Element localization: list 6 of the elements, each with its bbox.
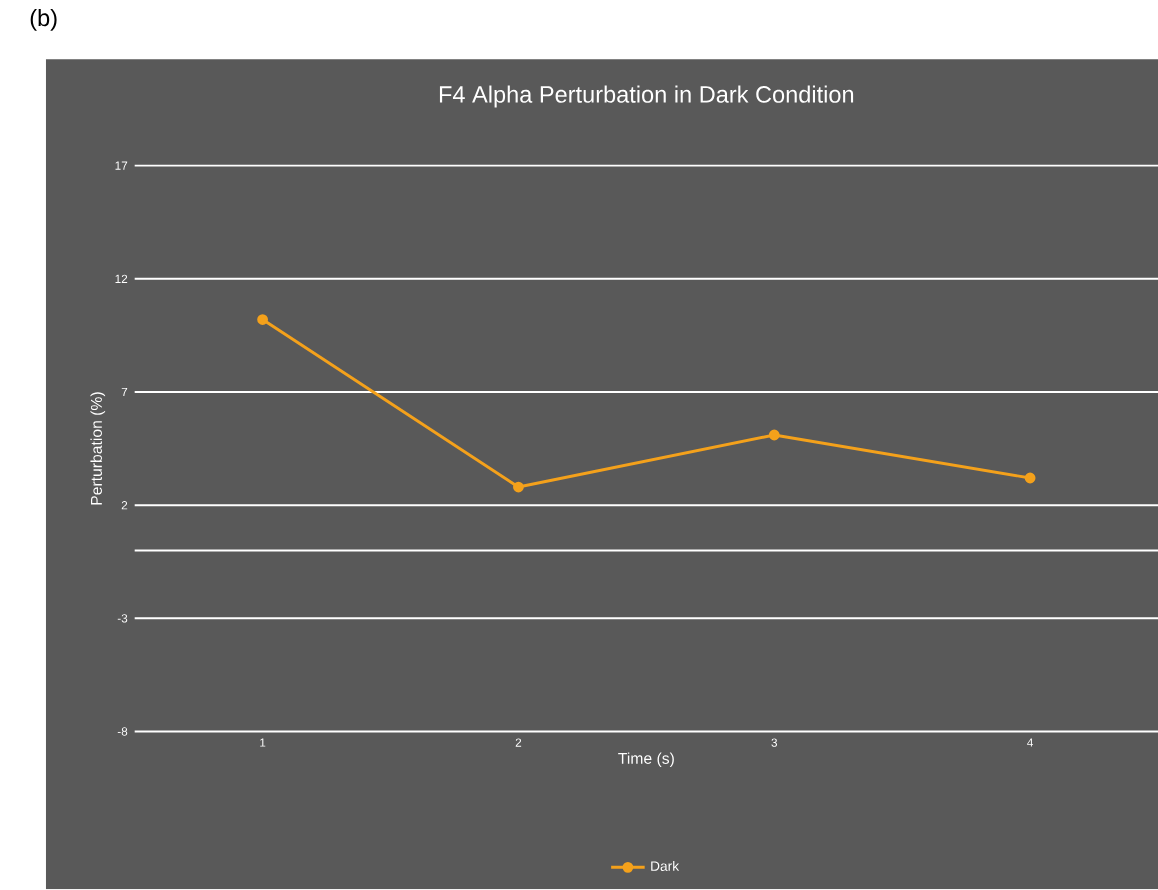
text: (b) (30, 9, 57, 32)
point (1024, 472, 1036, 484)
chart-title: F4 Alpha Perturbation in Dark Condition (439, 85, 854, 108)
point (513, 482, 524, 493)
point (768, 429, 780, 441)
point (257, 314, 268, 326)
